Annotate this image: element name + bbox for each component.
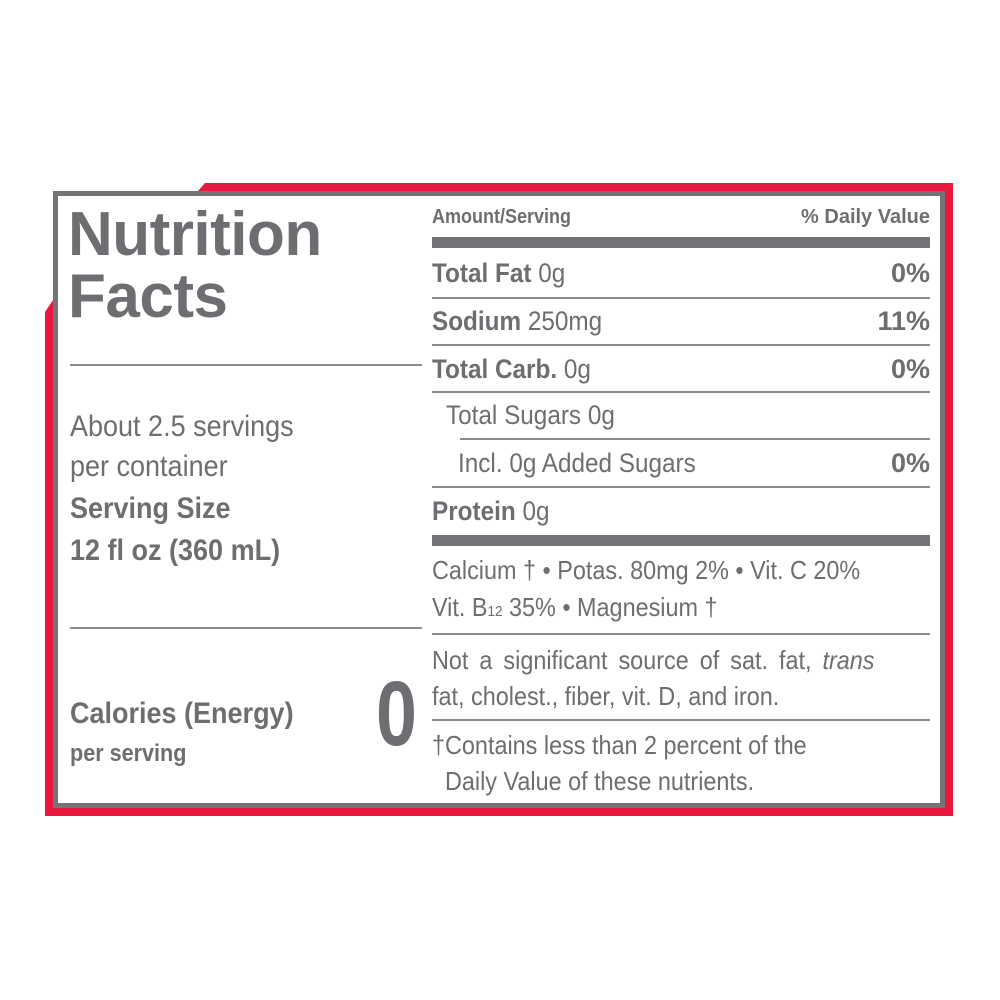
- servings-line1: About 2.5 servings: [70, 410, 294, 443]
- divider: [432, 344, 930, 346]
- row-total-sugars: Total Sugars 0g: [446, 400, 615, 430]
- serving-size-value: 12 fl oz (360 mL): [70, 534, 281, 567]
- not-significant-line2: fat, cholest., fiber, vit. D, and iron.: [432, 681, 780, 711]
- footnote-line1: †Contains less than 2 percent of the: [432, 730, 807, 760]
- divider: [432, 719, 930, 721]
- divider: [432, 297, 930, 299]
- footnote-line2: Daily Value of these nutrients.: [445, 766, 755, 796]
- thick-bar: [432, 535, 930, 546]
- calories-value: 0: [376, 663, 417, 765]
- row-total-fat: Total Fat 0g: [432, 258, 566, 288]
- row-sodium: Sodium 250mg: [432, 306, 603, 336]
- servings-line2: per container: [70, 450, 228, 483]
- vitamins-line2: Vit. B12 35% • Magnesium †: [432, 592, 718, 622]
- header-dv: % Daily Value: [801, 206, 930, 228]
- divider: [70, 364, 422, 366]
- header-amount: Amount/Serving: [432, 206, 572, 228]
- divider: [432, 391, 930, 393]
- divider: [432, 486, 930, 488]
- dv-total-fat: 0%: [890, 258, 930, 288]
- thick-bar: [432, 237, 930, 248]
- dv-sodium: 11%: [877, 306, 930, 336]
- vitamins-line1: Calcium † • Potas. 80mg 2% • Vit. C 20%: [432, 555, 861, 585]
- label-box: [53, 191, 945, 808]
- not-significant-line1: Not a significant source of sat. fat, tr…: [432, 645, 875, 675]
- divider: [432, 633, 930, 635]
- row-protein: Protein 0g: [432, 496, 550, 526]
- dv-added-sugars: 0%: [890, 448, 930, 478]
- title-line2: Facts: [68, 262, 228, 331]
- serving-size-label: Serving Size: [70, 492, 231, 525]
- divider: [70, 627, 422, 629]
- calories-sub: per serving: [70, 740, 187, 767]
- row-added-sugars: Incl. 0g Added Sugars: [458, 448, 696, 478]
- calories-label: Calories (Energy): [70, 697, 294, 730]
- title-line1: Nutrition: [68, 200, 322, 269]
- row-total-carb: Total Carb. 0g: [432, 354, 591, 384]
- dv-total-carb: 0%: [890, 354, 930, 384]
- divider: [460, 438, 930, 440]
